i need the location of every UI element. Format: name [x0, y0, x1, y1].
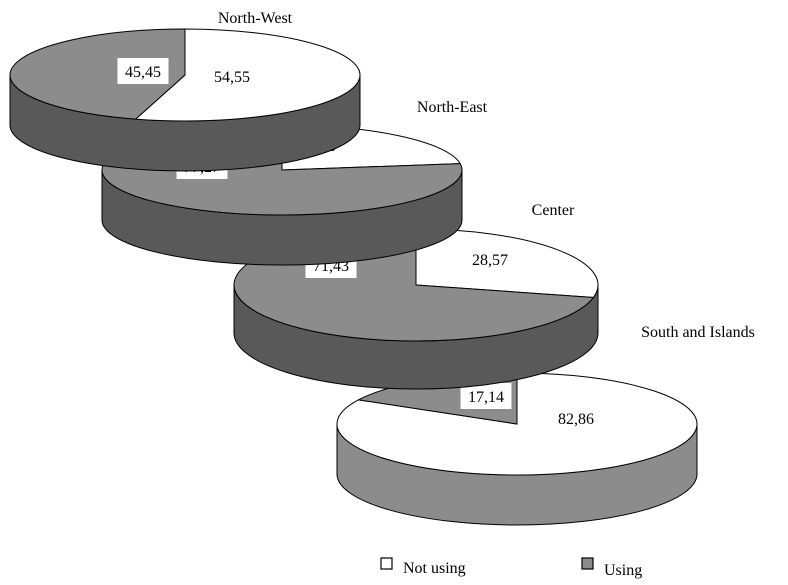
value-label-box-north-west-using	[117, 58, 169, 84]
value-label-south-and-islands-using: 17,14	[468, 389, 504, 406]
slice-north-west-using	[9, 28, 186, 120]
legend-swatch-not-using	[380, 557, 393, 570]
slice-north-west-not-using	[134, 28, 361, 122]
pie-south-and-islands: 82,86 17,14	[336, 372, 698, 526]
value-label-north-west-not-using: 54,55	[214, 69, 250, 86]
value-label-south-and-islands-not-using: 82,86	[558, 411, 594, 428]
legend-swatch-using	[581, 557, 594, 570]
pie-title-south-and-islands: South and Islands	[641, 324, 755, 341]
value-label-box-south-and-islands-using	[460, 383, 512, 409]
value-label-north-west-using: 45,45	[125, 64, 161, 81]
pie-title-center: Center	[532, 202, 575, 219]
pie-title-north-west: North-West	[218, 10, 293, 27]
legend-label-not-using: Not using	[403, 560, 466, 577]
pie-north-west: 54,55 45,45	[9, 28, 361, 172]
legend-label-using: Using	[604, 562, 642, 579]
pie-title-north-east: North-East	[417, 99, 488, 116]
value-label-center-not-using: 28,57	[472, 252, 508, 269]
slice-south-and-islands-not-using	[336, 372, 698, 476]
